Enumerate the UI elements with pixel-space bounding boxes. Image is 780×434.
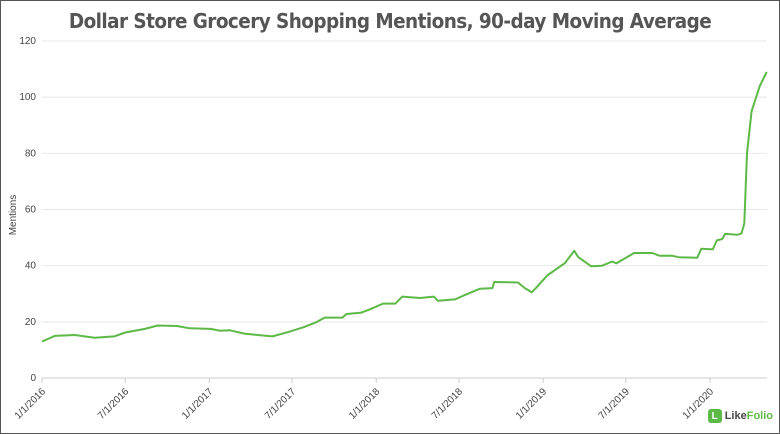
x-tick-label: 1/1/2017 (180, 386, 216, 422)
logo-text: LikeFolio (725, 410, 773, 422)
likefolio-logo: L LikeFolio (707, 409, 773, 423)
x-tick-label: 1/1/2016 (13, 386, 49, 422)
x-tick-label: 7/1/2016 (96, 386, 132, 422)
logo-icon: L (707, 409, 722, 423)
y-axis-ticks: 0 20 40 60 80 100 120 (19, 36, 36, 384)
y-tick-label: 120 (19, 36, 36, 47)
y-tick-label: 0 (30, 373, 36, 384)
x-tick-label: 1/1/2018 (347, 386, 383, 422)
y-tick-label: 40 (25, 261, 37, 272)
y-tick-label: 60 (25, 205, 37, 216)
logo-text-folio: Folio (746, 410, 773, 422)
gridlines (42, 40, 767, 379)
chart-title: Dollar Store Grocery Shopping Mentions, … (68, 9, 712, 33)
series-line (41, 71, 768, 343)
x-axis-ticks: 1/1/2016 7/1/2016 1/1/2017 7/1/2017 1/1/2018… (13, 378, 716, 422)
logo-text-like: Like (724, 410, 747, 422)
y-tick-label: 100 (19, 92, 36, 103)
x-tick-label: 1/1/2019 (514, 386, 550, 422)
y-tick-label: 20 (25, 317, 37, 328)
x-tick-label: 7/1/2019 (597, 386, 633, 422)
x-tick-label: 7/1/2018 (430, 386, 466, 422)
y-tick-label: 80 (25, 148, 37, 159)
y-axis-label: Mentions (8, 195, 19, 236)
x-tick-label: 7/1/2017 (263, 386, 299, 422)
